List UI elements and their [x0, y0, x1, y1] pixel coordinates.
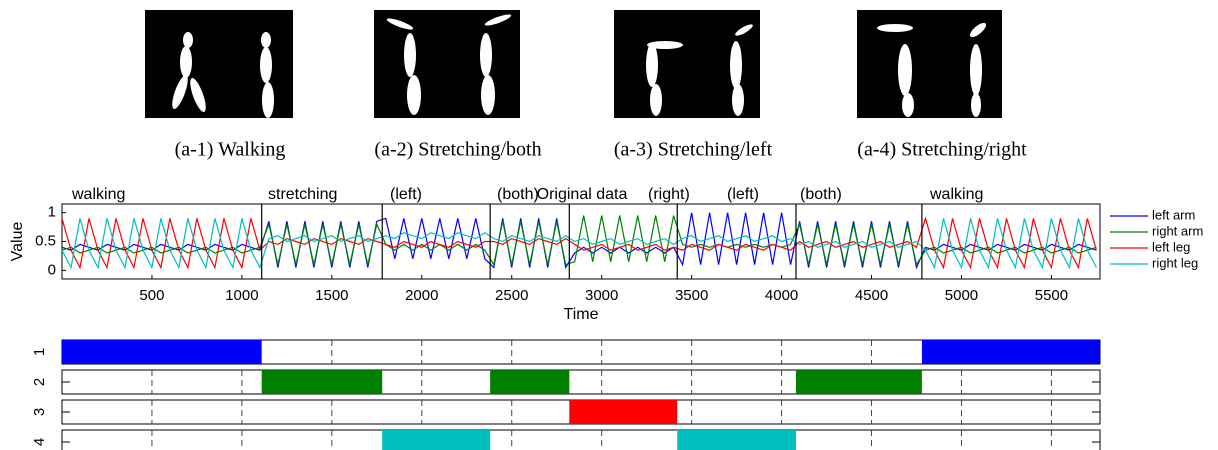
- chart-title: Original data: [537, 186, 628, 203]
- caption: (a-4) Stretching/right: [857, 139, 1027, 161]
- x-tick-label: 3500: [675, 287, 708, 304]
- x-tick-label: 500: [139, 287, 164, 304]
- x-tick-label: 3000: [585, 287, 618, 304]
- x-axis-label: Time: [564, 306, 599, 323]
- series-line: [61, 212, 1097, 270]
- silhouette: [646, 24, 753, 116]
- annotation: walking: [929, 186, 983, 203]
- silhouette: [877, 22, 987, 117]
- x-tick-label: 4000: [765, 287, 798, 304]
- interval: [490, 370, 570, 394]
- interval: [569, 400, 678, 424]
- series-line: [61, 216, 1097, 270]
- x-tick-label: 2000: [405, 287, 438, 304]
- x-tick-label: 1000: [225, 287, 258, 304]
- silhouette: [172, 32, 274, 118]
- annotation: (left): [727, 186, 759, 203]
- series-line: [61, 215, 1097, 267]
- legend-label: left arm: [1152, 207, 1195, 222]
- annotation: walking: [71, 186, 125, 203]
- x-tick-label: 2500: [495, 287, 528, 304]
- row-label: 1: [31, 348, 48, 356]
- interval: [261, 370, 383, 394]
- interval: [62, 340, 262, 364]
- row-label: 3: [31, 408, 48, 416]
- caption: (a-3) Stretching/left: [614, 139, 773, 161]
- y-tick-label: 1: [48, 204, 56, 221]
- row-label: 2: [31, 378, 48, 386]
- legend-label: left leg: [1152, 239, 1190, 254]
- annotation: (both): [497, 186, 539, 203]
- interval: [677, 430, 796, 450]
- annotation: (right): [648, 186, 690, 203]
- row-frame: [61, 369, 1101, 395]
- silhouette: [386, 14, 512, 115]
- y-tick-label: 0: [48, 261, 56, 278]
- x-tick-label: 4500: [855, 287, 888, 304]
- annotation: (both): [800, 186, 842, 203]
- interval: [382, 430, 491, 450]
- thumbnails: [145, 10, 1002, 118]
- y-axis-label: Value: [9, 222, 26, 262]
- row-frame: [61, 429, 1101, 450]
- x-tick-label: 1500: [315, 287, 348, 304]
- x-tick-label: 5000: [945, 287, 978, 304]
- legend-label: right arm: [1152, 223, 1203, 238]
- annotation: (left): [390, 186, 422, 203]
- series-line: [61, 218, 1097, 270]
- annotation: stretching: [268, 186, 337, 203]
- y-tick-label: 0.5: [35, 232, 56, 249]
- legend-label: right leg: [1152, 255, 1198, 270]
- plot-area: [61, 203, 1101, 280]
- row-label: 4: [31, 438, 48, 446]
- interval: [921, 340, 1100, 364]
- x-tick-label: 5500: [1035, 287, 1068, 304]
- caption: (a-2) Stretching/both: [374, 139, 541, 161]
- caption: (a-1) Walking: [175, 139, 286, 161]
- thumbnail: [374, 10, 520, 118]
- interval: [795, 370, 922, 394]
